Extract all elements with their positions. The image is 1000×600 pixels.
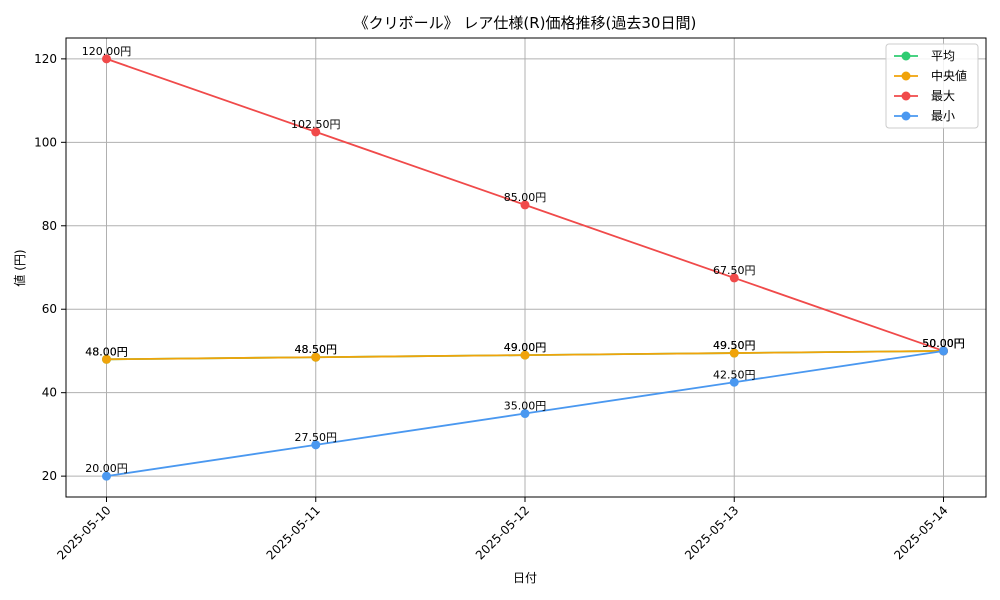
data-point [729, 273, 739, 283]
legend-label: 平均 [931, 49, 955, 63]
x-tick-label: 2025-05-11 [264, 503, 323, 562]
legend-box [885, 43, 979, 129]
legend-item: 中央値 [894, 68, 967, 83]
data-label: 120.00円 [82, 45, 132, 58]
data-label: 49.00円 [504, 341, 547, 354]
x-axis-ticks: 2025-05-10 2025-05-11 2025-05-12 2025-05-13… [54, 497, 951, 562]
data-point [520, 409, 530, 419]
legend-label: 中央値 [931, 68, 967, 83]
grid [66, 38, 986, 497]
chart-title: 《クリボール》 レア仕様(R)価格推移(過去30日間) [354, 14, 697, 32]
data-label: 49.50円 [713, 339, 756, 352]
data-point [102, 471, 111, 481]
y-tick-label: 120 [34, 52, 57, 66]
legend-item: 平均 [894, 49, 955, 63]
series-layer [102, 54, 948, 481]
data-label: 49.50円 [713, 339, 756, 352]
y-tick-label: 100 [34, 135, 57, 149]
data-point [520, 350, 530, 360]
data-point [102, 54, 111, 64]
legend-label: 最小 [931, 109, 955, 123]
data-point [311, 440, 321, 450]
y-tick-label: 60 [42, 302, 57, 316]
legend-swatch-marker [901, 91, 911, 101]
data-label: 42.50円 [713, 368, 756, 381]
data-label: 27.50円 [295, 431, 338, 444]
data-label: 49.00円 [504, 341, 547, 354]
data-point [102, 354, 111, 364]
series-4 [102, 346, 948, 481]
data-label: 48.00円 [85, 345, 128, 358]
legend-swatch-marker [901, 71, 911, 81]
data-point [729, 348, 739, 358]
data-label: 50.00円 [922, 337, 965, 350]
x-tick-label: 2025-05-14 [891, 503, 950, 562]
legend-swatch-marker [901, 51, 911, 61]
legend-item: 最大 [894, 89, 955, 103]
data-point [520, 200, 530, 210]
data-label: 85.00円 [504, 191, 547, 204]
data-label: 50.00円 [922, 337, 965, 350]
data-label: 50.00円 [922, 337, 965, 350]
data-point [729, 377, 739, 387]
legend-label: 最大 [931, 89, 955, 103]
y-tick-label: 40 [42, 386, 57, 400]
data-label: 48.00円 [85, 345, 128, 358]
data-point [311, 352, 321, 362]
x-tick-label: 2025-05-13 [682, 503, 741, 562]
data-label: 50.00円 [922, 337, 965, 350]
legend-swatch-marker [901, 111, 911, 121]
y-axis-label: 値 (円) [12, 249, 27, 286]
data-label: 48.50円 [295, 343, 338, 356]
legend-item: 最小 [894, 109, 955, 123]
x-tick-label: 2025-05-10 [54, 503, 113, 562]
data-label: 20.00円 [85, 462, 128, 475]
y-tick-label: 20 [42, 469, 57, 483]
y-axis-ticks: 20 40 60 80 100 120 [34, 52, 66, 483]
plot-frame [65, 37, 987, 498]
data-point [939, 346, 948, 356]
x-tick-label: 2025-05-12 [473, 503, 532, 562]
x-axis-label: 日付 [513, 571, 537, 585]
data-label: 67.50円 [713, 264, 756, 277]
data-point [311, 127, 321, 137]
y-tick-label: 80 [42, 219, 57, 233]
data-label: 102.50円 [291, 118, 341, 131]
data-label: 35.00円 [504, 400, 547, 413]
data-label: 48.50円 [295, 343, 338, 356]
